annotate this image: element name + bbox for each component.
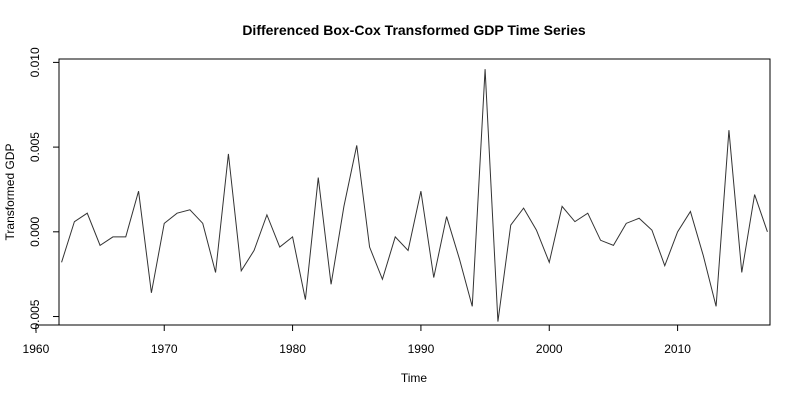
y-tick-label: -0.005	[28, 299, 42, 333]
x-tick-label: 1970	[151, 342, 178, 356]
x-tick-label: 1960	[23, 342, 50, 356]
y-axis: -0.005 0.000 0.005 0.010	[28, 47, 60, 334]
y-tick-label: 0.005	[28, 132, 42, 162]
plot-box	[58, 58, 771, 326]
x-tick-label: 1990	[408, 342, 435, 356]
x-tick-label: 2010	[664, 342, 691, 356]
y-axis-label: Transformed GDP	[3, 144, 17, 241]
y-tick-label: 0.010	[28, 47, 42, 77]
x-tick-label: 2000	[536, 342, 563, 356]
x-axis-label: Time	[401, 371, 428, 385]
x-axis: 1960 1970 1980 1990 2000 2010	[23, 324, 691, 356]
series-line	[61, 69, 768, 322]
chart-title: Differenced Box-Cox Transformed GDP Time…	[242, 22, 586, 38]
y-tick-label: 0.000	[28, 216, 42, 246]
x-tick-label: 1980	[279, 342, 306, 356]
